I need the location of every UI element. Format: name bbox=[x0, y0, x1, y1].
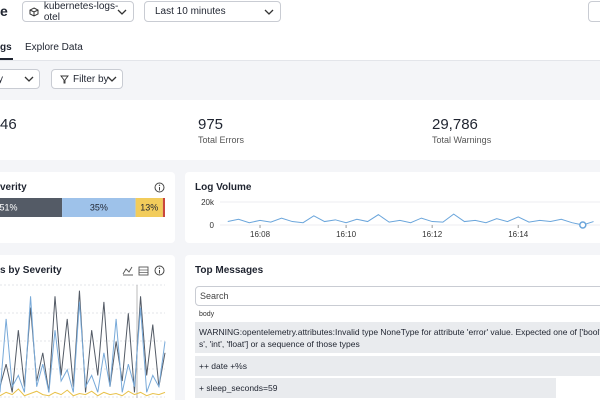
stats-panel bbox=[0, 100, 600, 160]
tab-active[interactable]: gs bbox=[0, 42, 12, 53]
chevron bbox=[107, 76, 117, 82]
x-tick-label: 16:12 bbox=[422, 230, 443, 239]
time-range-selector[interactable]: Last 10 minutes bbox=[144, 1, 281, 22]
y-tick-label: 20k bbox=[201, 198, 215, 207]
index-name: kubernetes-logs-otel bbox=[43, 0, 119, 23]
volume-line bbox=[227, 213, 594, 226]
x-tick-label: 16:10 bbox=[336, 230, 357, 239]
column-header: body bbox=[199, 311, 215, 318]
time-range: Last 10 minutes bbox=[155, 6, 226, 17]
panel-title: Top Messages bbox=[195, 265, 264, 276]
group-by-button[interactable]: y bbox=[0, 69, 40, 89]
panel-title: s by Severity bbox=[0, 265, 62, 276]
page-title: e bbox=[0, 3, 8, 19]
bar-segment bbox=[62, 198, 136, 217]
stat-value: 46 bbox=[0, 116, 17, 133]
stat-label: Total Warnings bbox=[432, 135, 492, 145]
panel-title: verity bbox=[0, 182, 27, 193]
segment-label: 13% bbox=[140, 203, 158, 213]
panel-title: Log Volume bbox=[195, 182, 252, 193]
message-row[interactable] bbox=[195, 378, 556, 398]
filter-by-label: Filter by bbox=[73, 73, 109, 85]
stat-value: 29,786 bbox=[432, 116, 478, 133]
chevron bbox=[24, 76, 34, 82]
bar-segment bbox=[162, 198, 165, 217]
message-text: ++ date +%s bbox=[199, 361, 247, 371]
tab-underline bbox=[0, 58, 13, 60]
stat-value: 975 bbox=[198, 116, 224, 133]
x-tick-label: 16:14 bbox=[508, 230, 529, 239]
search-placeholder: Search bbox=[200, 291, 229, 301]
chevron bbox=[264, 9, 274, 15]
severity-bar: 51% 35% 13% bbox=[0, 198, 165, 217]
x-tick-label: 16:08 bbox=[250, 230, 271, 239]
message-text: + sleep_seconds=59 bbox=[199, 383, 278, 393]
group-by-label: y bbox=[0, 73, 3, 85]
bar-segment bbox=[135, 198, 163, 217]
filter-icon bbox=[60, 75, 69, 83]
divider bbox=[0, 60, 600, 61]
hover-marker bbox=[579, 221, 587, 229]
info-icon[interactable] bbox=[154, 182, 165, 193]
filter-by-button[interactable]: Filter by bbox=[51, 69, 123, 89]
segment-label: 35% bbox=[90, 203, 108, 213]
message-row[interactable] bbox=[195, 322, 600, 353]
severity-trend-chart bbox=[0, 284, 166, 398]
log-volume-chart: 20k 0 16:08 16:10 16:12 16:14 bbox=[201, 198, 600, 239]
cube-icon bbox=[29, 6, 39, 17]
segment-label: 51% bbox=[0, 203, 18, 213]
message-row[interactable] bbox=[195, 356, 600, 376]
chevron bbox=[117, 9, 127, 15]
stat-label: Total Errors bbox=[198, 135, 245, 145]
index-selector[interactable]: kubernetes-logs-otel bbox=[22, 0, 134, 23]
y-tick-label: 0 bbox=[210, 221, 215, 230]
message-text: s', 'int', 'float'] or a sequence of tho… bbox=[199, 339, 360, 349]
search-input[interactable]: Search bbox=[195, 286, 600, 306]
chart-icons[interactable] bbox=[122, 265, 167, 276]
tab[interactable]: Explore Data bbox=[25, 42, 83, 53]
severity-line bbox=[0, 296, 166, 393]
severity-line bbox=[0, 388, 166, 397]
message-text: WARNING:opentelemetry.attributes:Invalid… bbox=[199, 327, 600, 337]
log-volume-panel bbox=[185, 172, 600, 243]
bar-segment bbox=[0, 198, 63, 217]
edge-button[interactable] bbox=[588, 1, 600, 22]
